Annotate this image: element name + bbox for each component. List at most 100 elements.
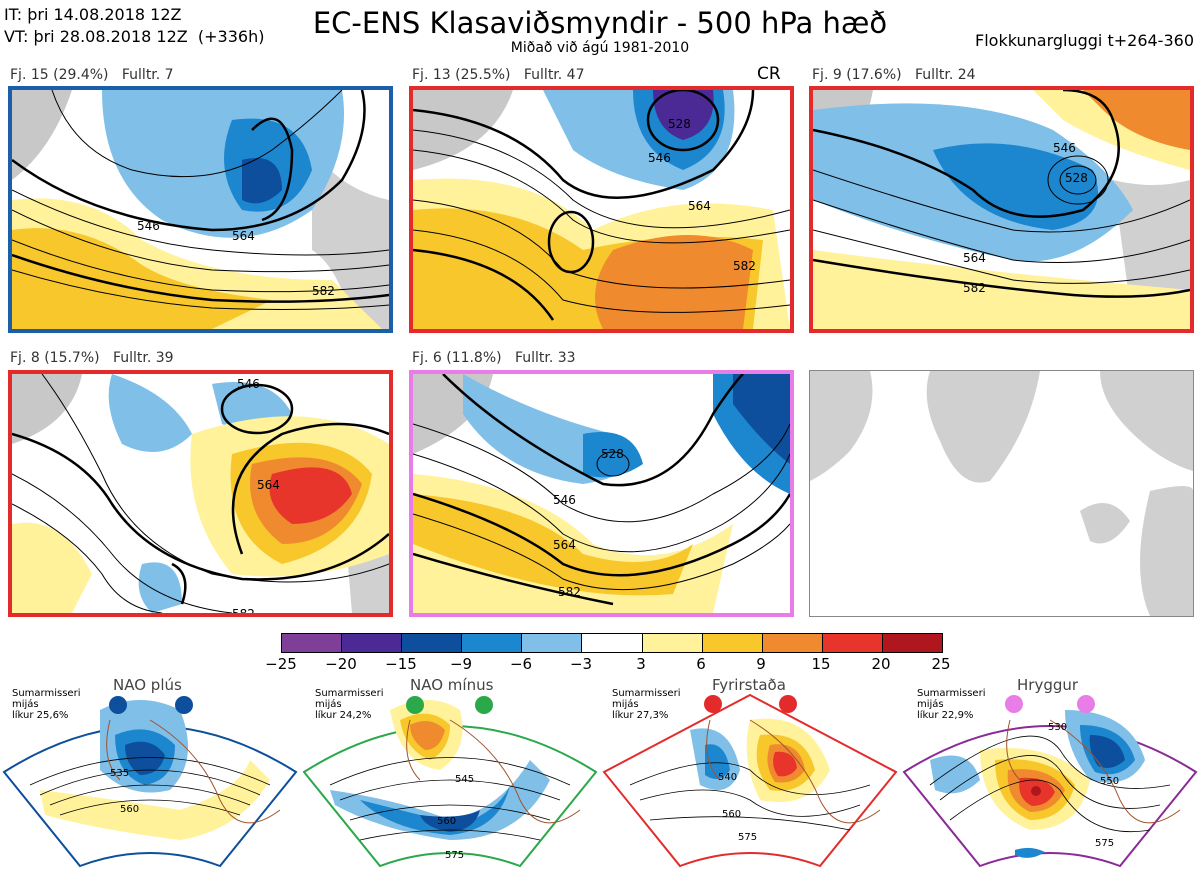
contour-label: 582: [963, 281, 986, 295]
contour-label: 582: [232, 607, 255, 613]
status-label: mijás: [612, 699, 639, 710]
season-label: Sumarmisseri: [12, 688, 81, 699]
panel-1-label: Fj. 15 (29.4%) Fulltr. 7: [10, 67, 174, 83]
cluster-map-2: 528 546 564 582: [409, 86, 794, 333]
regime-map-blocking: 540 560 575: [602, 693, 898, 868]
cluster-label: Fj. 9 (17.6%): [812, 67, 902, 83]
valid-time: VT: þri 28.08.2018 12Z (+336h): [4, 27, 265, 46]
status-label: mijás: [12, 699, 39, 710]
regime-title: Hryggur: [1017, 676, 1079, 694]
cluster-label: Fj. 13 (25.5%): [412, 67, 511, 83]
regime-info: Sumarmisseri mijás líkur 25,6%: [12, 688, 80, 721]
contour-label: 564: [688, 199, 711, 213]
cluster-label: Fj. 15 (29.4%): [10, 67, 109, 83]
contour-label: 560: [120, 804, 139, 815]
colorbar-label: 25: [931, 655, 951, 673]
colorbar-swatch: [522, 634, 583, 652]
contour-label: 528: [1065, 171, 1088, 185]
colorbar-swatch: [282, 634, 343, 652]
contour-label: 540: [718, 772, 737, 783]
season-label: Sumarmisseri: [612, 688, 681, 699]
panel-2-label: Fj. 13 (25.5%) Fulltr. 47: [412, 67, 585, 83]
probability-label: líkur 27,3%: [612, 710, 669, 721]
contour-label: 564: [232, 229, 255, 243]
cluster-map-5: 528 546 564 582: [409, 370, 794, 617]
contour-label: 546: [648, 151, 671, 165]
colorbar: [281, 633, 943, 653]
regime-title: NAO plús: [113, 676, 182, 694]
colorbar-label: −25: [265, 655, 297, 673]
colorbar-label: −6: [509, 655, 533, 673]
contour-label: 550: [1100, 776, 1119, 787]
colorbar-swatch: [642, 634, 703, 652]
cluster-map-1: 546 564 582: [8, 86, 393, 333]
probability-label: líkur 22,9%: [917, 710, 974, 721]
panel-3-label: Fj. 9 (17.6%) Fulltr. 24: [812, 67, 976, 83]
contour-label: 546: [237, 377, 260, 391]
colorbar-label: 3: [636, 655, 646, 673]
colorbar-label: 6: [696, 655, 706, 673]
base-map: [809, 370, 1194, 617]
regime-title: NAO mínus: [410, 676, 494, 694]
representative-label: Fulltr. 47: [523, 67, 585, 83]
cluster-map-3: 528 546 564 582: [809, 86, 1194, 333]
colorbar-label: −3: [569, 655, 593, 673]
cluster-map-4: 546 564 582: [8, 370, 393, 617]
regime-title: Fyrirstaða: [712, 676, 786, 694]
colorbar-label: 9: [756, 655, 766, 673]
cluster-label: Fj. 8 (15.7%): [10, 350, 100, 366]
colorbar-swatch: [762, 634, 823, 652]
status-label: mijás: [917, 699, 944, 710]
representative-label: Fulltr. 7: [121, 67, 174, 83]
contour-label: 564: [963, 251, 986, 265]
colorbar-label: 15: [811, 655, 831, 673]
regime-map-nao-plus: 535 560: [2, 696, 298, 868]
contour-label: 560: [722, 809, 741, 820]
season-label: Sumarmisseri: [315, 688, 384, 699]
representative-label: Fulltr. 39: [112, 350, 174, 366]
colorbar-label: 20: [871, 655, 891, 673]
contour-label: 564: [553, 538, 576, 552]
season-label: Sumarmisseri: [917, 688, 986, 699]
cluster-label: Fj. 6 (11.8%): [412, 350, 502, 366]
colorbar-swatch: [882, 634, 943, 652]
colorbar-label: −9: [449, 655, 473, 673]
regime-map-ridge: 530 550 575: [902, 695, 1198, 868]
status-label: mijás: [315, 699, 342, 710]
contour-label: 546: [137, 219, 160, 233]
colorbar-label: −15: [385, 655, 417, 673]
initial-time: IT: þri 14.08.2018 12Z: [4, 5, 182, 24]
regime-map-nao-minus: 545 560 575: [302, 696, 598, 868]
contour-label: 528: [668, 117, 691, 131]
contour-label: 546: [1053, 141, 1076, 155]
forecast-times: IT: þri 14.08.2018 12Z VT: þri 28.08.2018…: [4, 4, 264, 48]
control-run-tag: CR: [757, 64, 781, 84]
colorbar-label: −20: [325, 655, 357, 673]
panel-4-label: Fj. 8 (15.7%) Fulltr. 39: [10, 350, 174, 366]
contour-label: 582: [312, 284, 335, 298]
contour-label: 545: [455, 774, 474, 785]
colorbar-swatch: [462, 634, 523, 652]
probability-label: líkur 24,2%: [315, 710, 372, 721]
colorbar-swatch: [822, 634, 883, 652]
contour-label: 582: [733, 259, 756, 273]
representative-label: Fulltr. 24: [914, 67, 976, 83]
contour-label: 575: [738, 832, 757, 843]
colorbar-swatch: [402, 634, 463, 652]
contour-label: 575: [445, 850, 464, 861]
colorbar-swatch: [702, 634, 763, 652]
page-subtitle: Miðað við ágú 1981-2010: [510, 40, 690, 56]
contour-label: 564: [257, 478, 280, 492]
probability-label: líkur 25,6%: [12, 710, 69, 721]
colorbar-swatch: [582, 634, 643, 652]
page-title: EC-ENS Klasaviðsmyndir - 500 hPa hæð: [312, 6, 888, 40]
contour-label: 546: [553, 493, 576, 507]
contour-label: 530: [1048, 722, 1067, 733]
representative-label: Fulltr. 33: [514, 350, 576, 366]
contour-label: 575: [1095, 838, 1114, 849]
panel-5-label: Fj. 6 (11.8%) Fulltr. 33: [412, 350, 576, 366]
classification-window: Flokkunargluggi t+264-360: [975, 31, 1194, 50]
contour-label: 528: [601, 447, 624, 461]
regime-info: Sumarmisseri mijás líkur 24,2%: [315, 688, 383, 721]
colorbar-swatch: [342, 634, 403, 652]
